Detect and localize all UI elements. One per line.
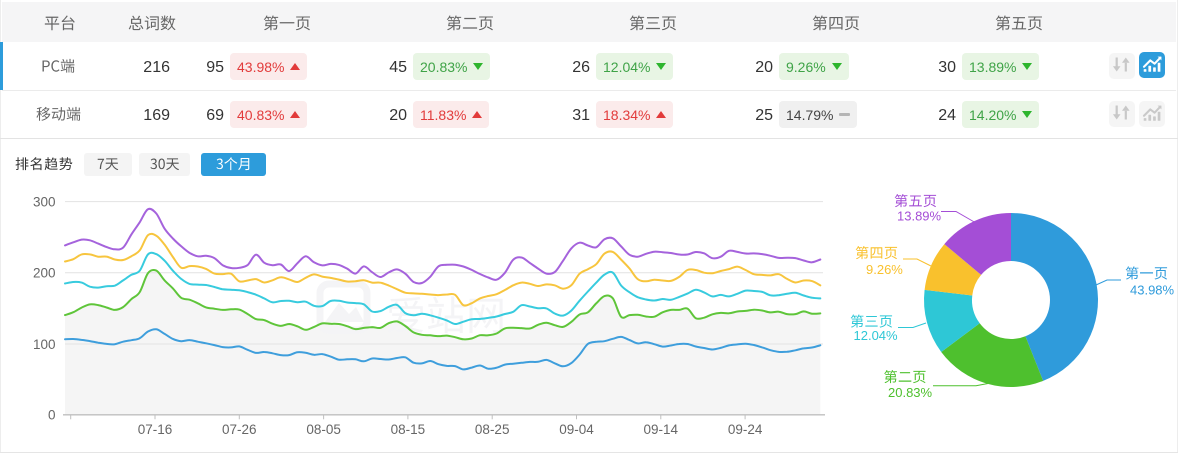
svg-text:300: 300 [33, 194, 56, 209]
svg-text:43.98%: 43.98% [1130, 283, 1175, 298]
svg-text:09-04: 09-04 [559, 422, 594, 437]
svg-text:13.89%: 13.89% [897, 209, 942, 224]
svg-text:9.26%: 9.26% [866, 262, 903, 277]
svg-text:100: 100 [33, 337, 56, 352]
svg-text:0: 0 [48, 408, 56, 423]
svg-text:09-14: 09-14 [644, 422, 679, 437]
svg-text:09-24: 09-24 [728, 422, 763, 437]
svg-text:08-05: 08-05 [306, 422, 341, 437]
svg-text:20.83%: 20.83% [888, 385, 933, 400]
svg-text:08-25: 08-25 [475, 422, 510, 437]
svg-text:200: 200 [33, 266, 56, 281]
svg-text:08-15: 08-15 [391, 422, 426, 437]
svg-text:07-26: 07-26 [222, 422, 257, 437]
svg-text:12.04%: 12.04% [854, 328, 899, 343]
svg-text:07-16: 07-16 [138, 422, 173, 437]
